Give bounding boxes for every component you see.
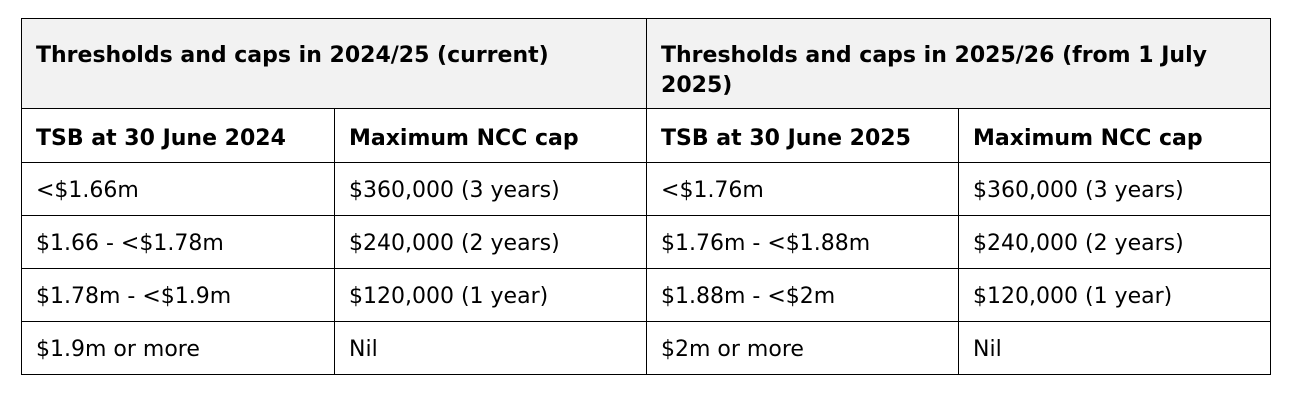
column-header-ncc-cap-2025: Maximum NCC cap <box>958 108 1272 163</box>
group-header-2024-25: Thresholds and caps in 2024/25 (current) <box>20 18 648 109</box>
table-cell: <$1.76m <box>646 162 960 216</box>
ncc-thresholds-table-container: Thresholds and caps in 2024/25 (current)… <box>20 18 1272 375</box>
table-cell: $1.9m or more <box>21 321 335 375</box>
column-header-ncc-cap-2024: Maximum NCC cap <box>333 108 648 163</box>
table-row: <$1.66m $360,000 (3 years) <$1.76m $360,… <box>21 162 1272 216</box>
table-cell: $1.88m - <$2m <box>646 268 960 322</box>
column-header-row: TSB at 30 June 2024 Maximum NCC cap TSB … <box>21 108 1272 163</box>
table-row: $1.78m - <$1.9m $120,000 (1 year) $1.88m… <box>21 268 1272 322</box>
column-header-tsb-2025: TSB at 30 June 2025 <box>646 108 960 163</box>
table-cell: $1.78m - <$1.9m <box>21 268 335 322</box>
table-cell: $240,000 (2 years) <box>958 215 1272 269</box>
table-cell: $120,000 (1 year) <box>958 268 1272 322</box>
table-cell: <$1.66m <box>21 162 335 216</box>
group-header-row: Thresholds and caps in 2024/25 (current)… <box>20 18 1272 109</box>
group-header-2025-26: Thresholds and caps in 2025/26 (from 1 J… <box>646 18 1272 109</box>
table-cell: $360,000 (3 years) <box>958 162 1272 216</box>
table-cell: $1.66 - <$1.78m <box>21 215 335 269</box>
table-cell: $1.76m - <$1.88m <box>646 215 960 269</box>
table-cell: Nil <box>958 321 1272 375</box>
table-cell: $120,000 (1 year) <box>333 268 648 322</box>
ncc-thresholds-table: Thresholds and caps in 2024/25 (current)… <box>20 18 1272 375</box>
table-cell: $2m or more <box>646 321 960 375</box>
table-cell: $360,000 (3 years) <box>333 162 648 216</box>
table-row: $1.66 - <$1.78m $240,000 (2 years) $1.76… <box>21 215 1272 269</box>
table-row: $1.9m or more Nil $2m or more Nil <box>21 321 1272 375</box>
table-cell: Nil <box>333 321 648 375</box>
table-cell: $240,000 (2 years) <box>333 215 648 269</box>
column-header-tsb-2024: TSB at 30 June 2024 <box>21 108 335 163</box>
